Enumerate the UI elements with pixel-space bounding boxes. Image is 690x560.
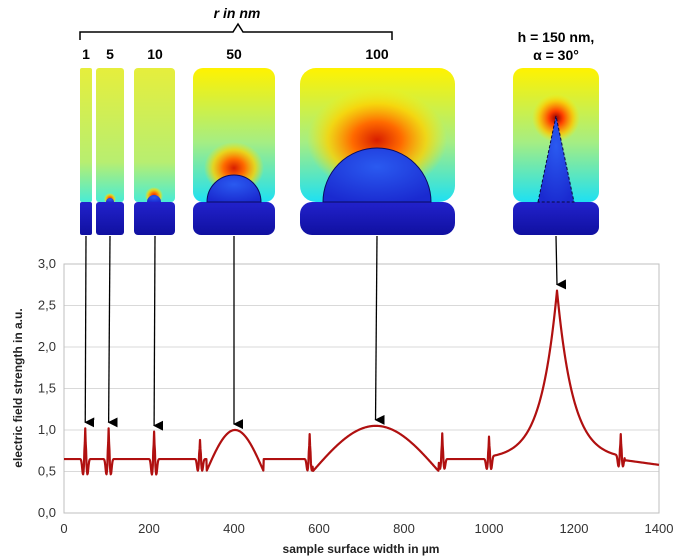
x-tick-label: 400 (223, 521, 245, 536)
radius-label-10: 10 (147, 46, 163, 62)
y-tick-label: 1,0 (38, 422, 56, 437)
y-tick-label: 0,0 (38, 505, 56, 520)
panel-arrows (84, 235, 567, 431)
x-axis-label: sample surface width in µm (283, 542, 440, 556)
radius-label-50: 50 (226, 46, 242, 62)
x-tick-label: 200 (138, 521, 160, 536)
panel-r-5 (96, 68, 124, 235)
y-axis-label: electric field strength in a.u. (11, 308, 25, 467)
panel-arrow (107, 235, 118, 428)
radius-bracket (79, 22, 393, 40)
x-tick-label: 1200 (560, 521, 589, 536)
radius-group-title: r in nm (214, 5, 261, 21)
panel-r-10 (134, 68, 175, 235)
y-tick-label: 0,5 (38, 464, 56, 479)
x-tick-label: 1000 (475, 521, 504, 536)
radius-label-1: 1 (82, 46, 90, 62)
simulation-panels (80, 68, 599, 235)
panel-arrow (555, 235, 567, 290)
x-tick-label: 1400 (645, 521, 674, 536)
x-tick-label: 0 (60, 521, 67, 536)
y-tick-label: 2,0 (38, 339, 56, 354)
y-tick-label: 3,0 (38, 256, 56, 271)
gridlines (64, 305, 659, 472)
panel-tip (513, 68, 599, 235)
x-tick-label: 800 (393, 521, 415, 536)
radius-label-5: 5 (106, 46, 114, 62)
y-tick-label: 1,5 (38, 381, 56, 396)
tip-label-line1: h = 150 nm, (518, 29, 595, 45)
panel-arrow (153, 235, 164, 431)
panel-r-50 (193, 68, 275, 235)
panel-r-1 (80, 68, 92, 235)
field-strength-line (63, 289, 660, 476)
plot-border (63, 263, 660, 514)
y-tick-labels: 0,0 0,5 1,0 1,5 2,0 2,5 3,0 (38, 256, 56, 520)
plot-area: 0 200 400 600 800 1000 1200 1400 0,0 0,5 1,0 1,5 2,… (38, 235, 673, 536)
x-tick-label: 600 (308, 521, 330, 536)
radius-label-100: 100 (365, 46, 389, 62)
y-tick-label: 2,5 (38, 298, 56, 313)
panel-arrow (84, 235, 95, 428)
panel-r-100 (300, 68, 455, 235)
tip-label-line2: α = 30° (533, 47, 579, 63)
panel-arrow (374, 235, 385, 425)
x-tick-labels: 0 200 400 600 800 1000 1200 1400 (60, 521, 673, 536)
